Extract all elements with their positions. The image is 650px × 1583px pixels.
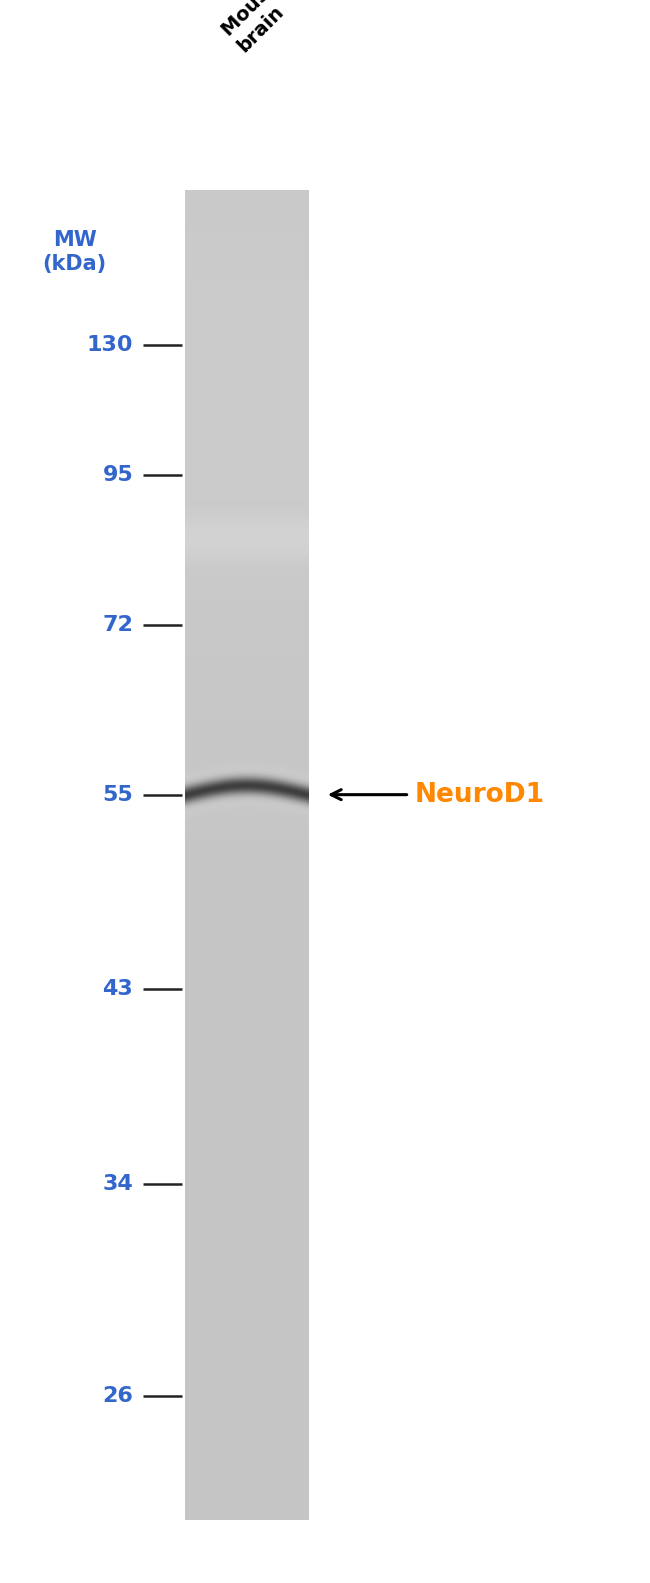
Text: 130: 130: [86, 336, 133, 355]
Text: 26: 26: [103, 1387, 133, 1406]
Text: 34: 34: [103, 1175, 133, 1194]
Text: 55: 55: [103, 785, 133, 804]
Text: Mouse fetal
brain: Mouse fetal brain: [218, 0, 339, 55]
Text: 72: 72: [103, 616, 133, 635]
Text: 43: 43: [103, 980, 133, 999]
Text: MW
(kDa): MW (kDa): [43, 230, 107, 274]
Text: 95: 95: [103, 465, 133, 484]
Text: NeuroD1: NeuroD1: [415, 782, 545, 807]
